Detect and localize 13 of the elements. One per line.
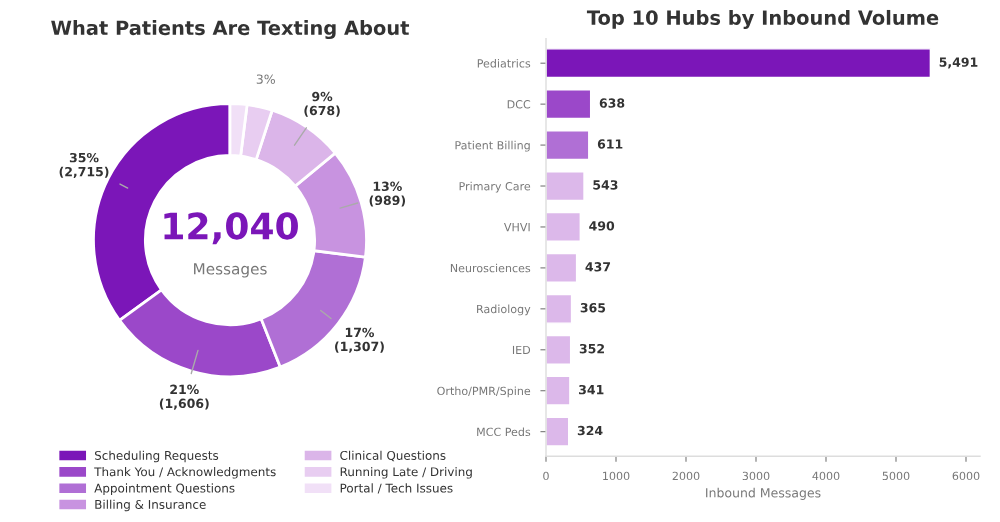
text: 12,040 xyxy=(164,212,298,245)
bar xyxy=(546,130,590,161)
bar xyxy=(546,375,571,406)
chart-title: Top 10 Hubs by Inbound Volume xyxy=(586,9,939,29)
bar xyxy=(546,293,573,324)
bar xyxy=(546,334,572,365)
chart-title: What Patients Are Texting About xyxy=(51,20,410,40)
bar xyxy=(546,416,570,447)
bar xyxy=(546,170,585,202)
bar xyxy=(546,211,581,242)
bar xyxy=(546,48,932,79)
bar xyxy=(546,89,592,120)
bar xyxy=(546,252,578,283)
